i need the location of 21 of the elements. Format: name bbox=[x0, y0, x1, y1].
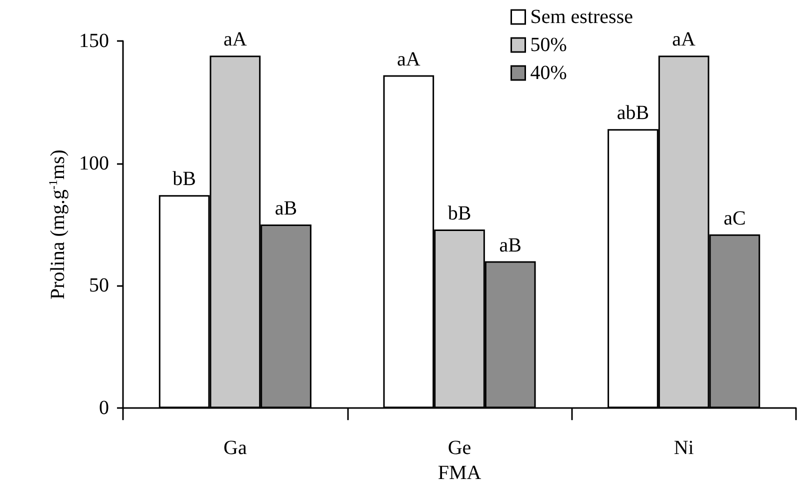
data-label: bB bbox=[448, 202, 472, 224]
y-tick-label: 150 bbox=[79, 30, 109, 52]
y-tick-label: 50 bbox=[89, 274, 109, 297]
x-axis-title: FMA bbox=[438, 462, 482, 484]
data-label: aA bbox=[672, 28, 696, 51]
y-axis-title: Prolina (mg.g-1ms) bbox=[46, 150, 70, 300]
data-label: aB bbox=[274, 198, 298, 220]
y-tick-label: 0 bbox=[99, 397, 109, 420]
x-tick-label: Ga bbox=[224, 437, 247, 460]
data-label: aA bbox=[224, 28, 248, 51]
data-label: aB bbox=[499, 234, 522, 256]
legend-label: Sem estresse bbox=[530, 6, 634, 28]
y-tick-label: 100 bbox=[79, 152, 109, 174]
legend-label: 50% bbox=[530, 34, 567, 56]
legend-label: 40% bbox=[530, 62, 567, 84]
x-tick-label: Ge bbox=[448, 437, 472, 460]
data-label: aC bbox=[724, 207, 746, 230]
data-label: aA bbox=[396, 48, 421, 70]
data-label: abB bbox=[616, 102, 650, 124]
data-label: bB bbox=[172, 168, 196, 190]
x-tick-label: Ni bbox=[674, 437, 694, 460]
